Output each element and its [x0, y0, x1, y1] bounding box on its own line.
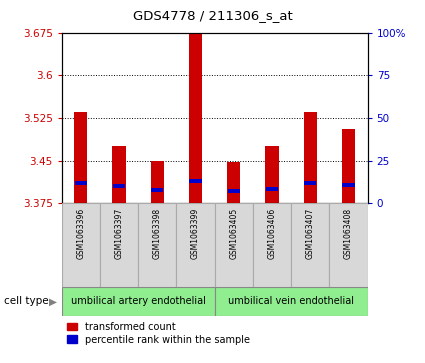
Text: GSM1063406: GSM1063406 — [267, 207, 277, 259]
Text: GSM1063397: GSM1063397 — [114, 207, 124, 259]
Bar — [138, 203, 176, 287]
Legend: transformed count, percentile rank within the sample: transformed count, percentile rank withi… — [66, 321, 251, 346]
Bar — [228, 189, 240, 193]
Bar — [176, 203, 215, 287]
Bar — [215, 203, 253, 287]
Bar — [215, 287, 368, 316]
Bar — [75, 182, 87, 185]
Bar — [303, 112, 317, 203]
Text: GSM1063398: GSM1063398 — [153, 207, 162, 258]
Text: GSM1063407: GSM1063407 — [306, 207, 315, 259]
Bar — [253, 203, 291, 287]
Text: GSM1063405: GSM1063405 — [229, 207, 238, 259]
Bar — [113, 184, 125, 188]
Bar — [112, 146, 126, 203]
Bar — [74, 112, 88, 203]
Text: GSM1063396: GSM1063396 — [76, 207, 85, 259]
Bar — [343, 183, 354, 187]
Text: GDS4778 / 211306_s_at: GDS4778 / 211306_s_at — [133, 9, 292, 22]
Text: cell type: cell type — [4, 296, 49, 306]
Bar — [151, 188, 163, 192]
Bar — [100, 203, 138, 287]
Bar — [190, 179, 201, 183]
Bar — [266, 187, 278, 191]
Bar — [291, 203, 329, 287]
Text: GSM1063399: GSM1063399 — [191, 207, 200, 259]
Bar — [342, 129, 355, 203]
Bar — [62, 287, 215, 316]
Bar — [62, 203, 100, 287]
Bar — [227, 162, 241, 203]
Bar — [304, 182, 316, 185]
Text: umbilical vein endothelial: umbilical vein endothelial — [228, 296, 354, 306]
Text: GSM1063408: GSM1063408 — [344, 207, 353, 258]
Bar — [329, 203, 368, 287]
Bar — [150, 161, 164, 203]
Bar — [189, 33, 202, 203]
Bar — [265, 146, 279, 203]
Text: ▶: ▶ — [49, 296, 57, 306]
Text: umbilical artery endothelial: umbilical artery endothelial — [71, 296, 206, 306]
